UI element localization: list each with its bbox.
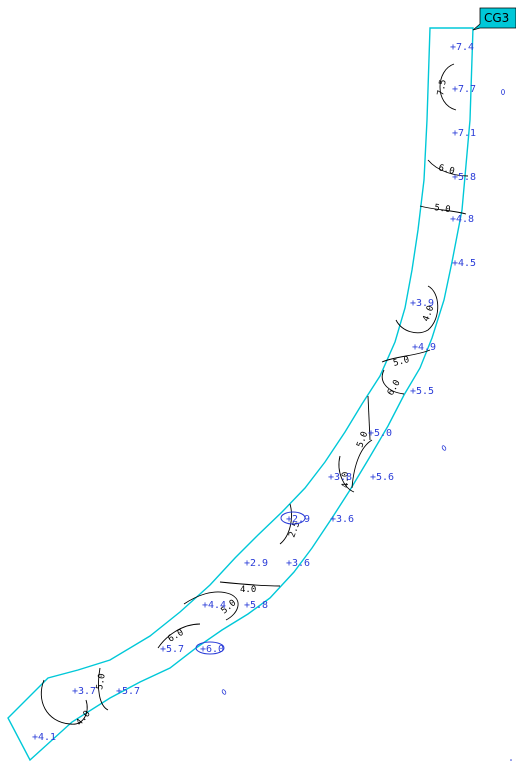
contour-labels: 7.5 6.0 5.0 4.0 5.0 6.0 5.0 4.0 2.5 4.0 … <box>75 79 456 728</box>
survey-marker <box>501 89 505 95</box>
contour-line <box>338 455 355 493</box>
depth-sounding: +3.8 <box>328 472 352 483</box>
depth-sounding: +4.1 <box>32 732 56 743</box>
survey-markers <box>221 89 512 761</box>
depth-sounding: +5.0 <box>368 428 392 439</box>
section-tag[interactable]: CG3 <box>472 7 516 31</box>
section-tag-label: CG3 <box>484 11 509 25</box>
depth-sounding: +4.8 <box>450 214 474 225</box>
highlight-ring <box>280 511 306 525</box>
contour-line <box>40 679 88 725</box>
survey-marker <box>441 445 447 451</box>
depth-sounding: +7.4 <box>450 42 474 53</box>
depth-sounding: +5.7 <box>116 686 140 697</box>
depth-sounding: +5.8 <box>452 172 476 183</box>
contour-line <box>183 591 239 621</box>
channel-outline <box>7 27 474 762</box>
contour-line <box>157 623 201 649</box>
contour-line <box>395 285 439 334</box>
depth-sounding: +5.5 <box>410 386 434 397</box>
depth-soundings: +7.4 +7.7 +7.1 +5.8 +4.8 +4.5 +3.9 +4.9 … <box>32 42 476 743</box>
contour-label: 6.0 <box>167 628 186 645</box>
depth-sounding: +6.0 <box>200 644 224 655</box>
contour-label: 4.0 <box>240 585 256 595</box>
depth-sounding: +4.9 <box>412 342 436 353</box>
survey-marker <box>510 759 512 761</box>
depth-sounding: +5.8 <box>244 600 268 611</box>
depth-sounding: +7.1 <box>452 128 476 139</box>
contour-label: 7.5 <box>436 79 449 97</box>
contour-line <box>97 667 109 711</box>
contour-label: 4.0 <box>75 709 93 728</box>
contour-lines <box>40 63 469 725</box>
depth-sounding: +3.9 <box>410 298 434 309</box>
contour-line <box>367 395 371 441</box>
contour-line <box>279 503 292 545</box>
depth-sounding: +7.7 <box>452 84 476 95</box>
survey-marker <box>221 689 227 695</box>
highlight-ring <box>195 641 225 655</box>
depth-sounding: +4.5 <box>452 258 476 269</box>
depth-sounding: +5.7 <box>160 644 184 655</box>
contour-label: 5.0 <box>434 203 451 215</box>
contour-line <box>381 349 431 363</box>
contour-label: 6.0 <box>437 163 455 177</box>
contour-line <box>439 63 457 111</box>
depth-sounding: +3.7 <box>72 686 96 697</box>
contour-label: 5.0 <box>392 355 410 369</box>
depth-sounding: +4.4 <box>202 600 226 611</box>
depth-sounding: +3.6 <box>286 558 310 569</box>
depth-sounding: +2.9 <box>244 558 268 569</box>
contour-label: 5.0 <box>95 673 108 691</box>
contour-line <box>419 205 467 215</box>
depth-sounding: +2.9 <box>286 514 310 525</box>
depth-sounding: +5.6 <box>370 472 394 483</box>
contour-label: 4.0 <box>341 472 351 488</box>
contour-line <box>351 439 373 489</box>
contour-line <box>219 581 281 587</box>
contour-line <box>381 369 405 395</box>
contour-label: 6.0 <box>386 378 403 397</box>
contour-line <box>427 159 469 177</box>
depth-sounding: +3.6 <box>330 514 354 525</box>
